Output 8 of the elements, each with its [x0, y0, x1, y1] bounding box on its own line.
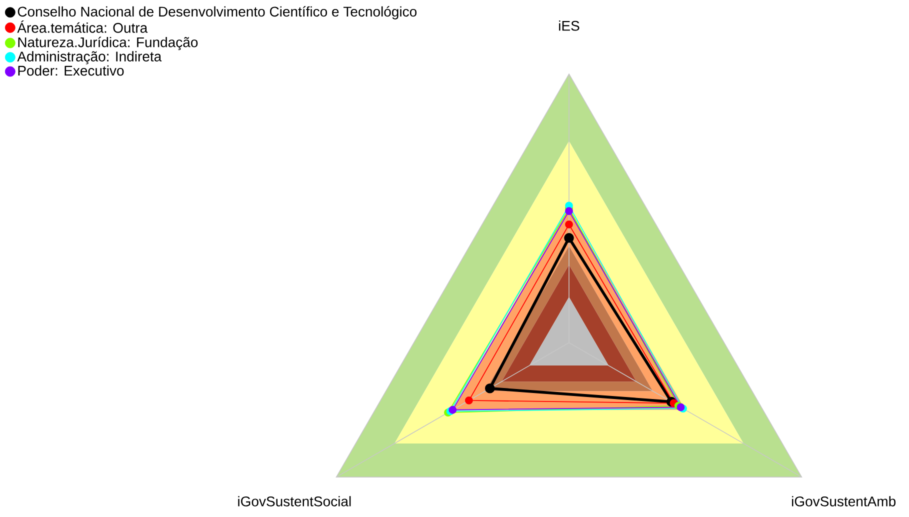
- legend-label: Área.temática: Outra: [17, 20, 148, 33]
- legend-label: Poder: Executivo: [18, 65, 124, 76]
- spoke-label: iES: [559, 20, 580, 31]
- legend-label: Administração: Indireta: [17, 51, 162, 64]
- spoke-label: iGovSustentSocial: [238, 496, 351, 506]
- legend-label: Conselho Nacional de Desenvolvimento Científico e Tecnológico: [18, 6, 417, 20]
- spoke-label: iGovSustentAmb: [792, 496, 896, 506]
- legend-label: Natureza.Jurídica: Fundação: [18, 36, 198, 50]
